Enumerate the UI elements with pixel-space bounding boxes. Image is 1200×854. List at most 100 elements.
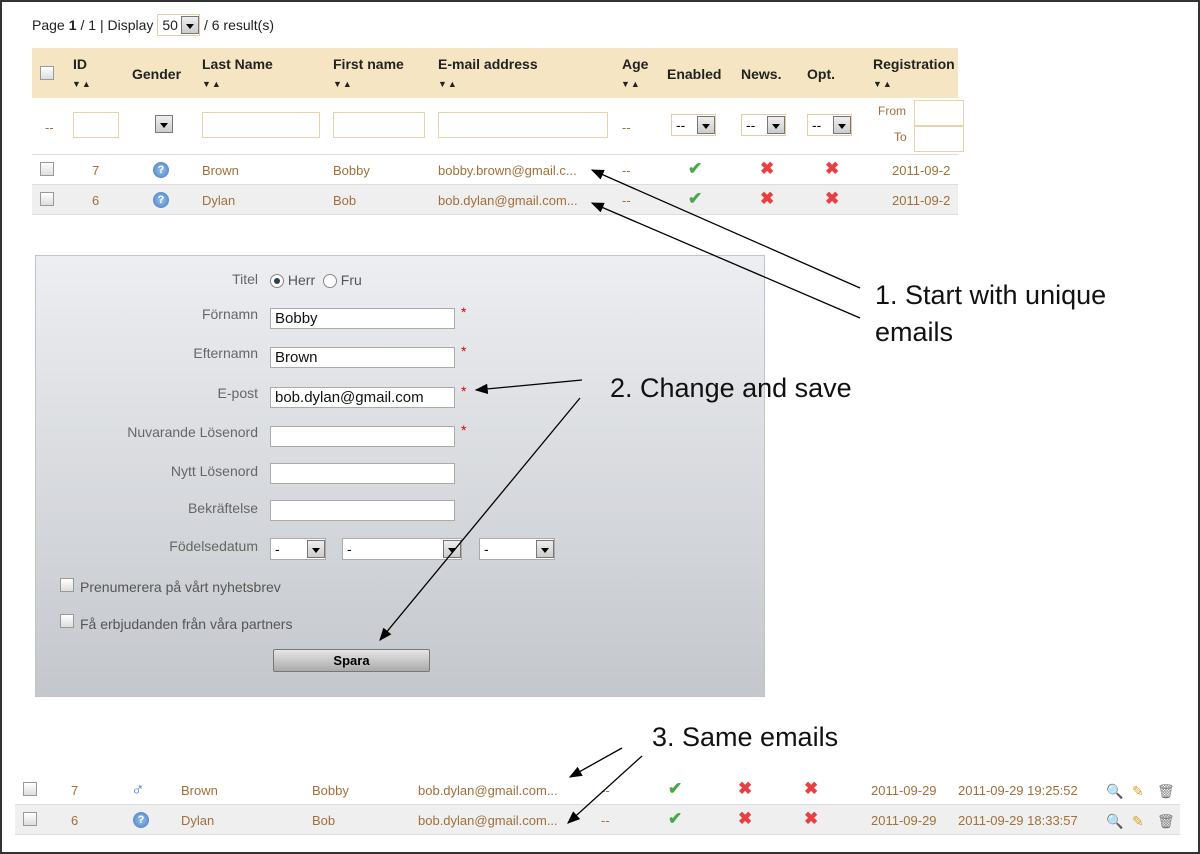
- arrow-2a: [474, 379, 583, 395]
- header-id[interactable]: ID: [73, 56, 87, 72]
- fornamn-input[interactable]: Bobby: [270, 308, 455, 329]
- view-icon[interactable]: 🔍: [1106, 783, 1124, 799]
- row-first-name: Bobby: [312, 783, 349, 798]
- confirm-label: Bekräftelse: [187, 500, 258, 516]
- filter-enabled-select[interactable]: --: [671, 114, 717, 136]
- header-first-name[interactable]: First name: [333, 56, 404, 72]
- table-row: 7 ♂ Brown Bobby bob.dylan@gmail.com... -- ✔ ✖ ✖ 2…: [15, 775, 1180, 805]
- filter-email-input[interactable]: [438, 112, 608, 138]
- header-age[interactable]: Age: [622, 56, 649, 72]
- row-checkbox[interactable]: [23, 782, 37, 796]
- partners-checkbox[interactable]: [60, 614, 74, 628]
- birth-year-select[interactable]: -: [479, 538, 555, 560]
- row-checkbox[interactable]: [23, 812, 37, 826]
- row-registration: 2011-09-2: [892, 163, 951, 178]
- cross-icon[interactable]: ✖: [738, 779, 753, 798]
- row-last-name[interactable]: Brown: [181, 783, 218, 798]
- delete-icon[interactable]: 🗑: [1157, 813, 1175, 829]
- cross-icon[interactable]: ✖: [738, 809, 753, 828]
- gender-unknown-icon: ?: [153, 162, 169, 178]
- chevron-down-icon: [767, 116, 786, 134]
- filter-last-name-input[interactable]: [202, 112, 320, 138]
- filter-from-input[interactable]: [914, 100, 964, 126]
- row-id: 6: [92, 193, 100, 208]
- check-icon[interactable]: ✔: [668, 809, 683, 828]
- arrow-1a: [590, 169, 861, 289]
- row-checkbox[interactable]: [40, 162, 54, 176]
- note-3: 3. Same emails: [652, 722, 839, 752]
- row-last-name[interactable]: Dylan: [181, 813, 215, 828]
- confirm-input[interactable]: [270, 500, 455, 521]
- epost-input[interactable]: bob.dylan@gmail.com: [270, 387, 455, 408]
- filter-first-name-input[interactable]: [333, 112, 425, 138]
- header-email[interactable]: E-mail address: [438, 56, 538, 72]
- row-last-name[interactable]: Dylan: [202, 193, 236, 208]
- birth-year-value: -: [484, 541, 489, 557]
- select-all-checkbox[interactable]: [40, 66, 54, 80]
- arrow-3a: [568, 747, 623, 778]
- edit-icon[interactable]: ✎: [1132, 813, 1144, 829]
- birth-month-select[interactable]: -: [342, 538, 462, 560]
- row-first-name: Bob: [312, 813, 336, 828]
- gender-unknown-icon: ?: [153, 192, 169, 208]
- filter-news-select[interactable]: --: [741, 114, 787, 136]
- radio-herr[interactable]: [270, 274, 284, 289]
- row-first-name: Bobby: [333, 163, 370, 178]
- filter-gender-select[interactable]: [155, 115, 173, 133]
- page-label: Page: [32, 17, 65, 33]
- sort-email[interactable]: ▼▲: [438, 79, 458, 89]
- row-email: bobby.brown@gmail.c...: [438, 163, 577, 178]
- birth-month-value: -: [347, 541, 352, 557]
- current-password-label: Nuvarande Lösenord: [127, 424, 258, 440]
- epost-label: E-post: [217, 385, 258, 401]
- filter-id-input[interactable]: [73, 112, 119, 138]
- efternamn-input[interactable]: Brown: [270, 347, 455, 368]
- row-checkbox[interactable]: [40, 192, 54, 206]
- newsletter-checkbox[interactable]: [60, 578, 74, 592]
- filter-opt-select[interactable]: --: [807, 114, 853, 136]
- filter-to-input[interactable]: [914, 126, 964, 152]
- cross-icon[interactable]: ✖: [804, 809, 819, 828]
- header-last-name[interactable]: Last Name: [202, 56, 273, 72]
- table-row: 7? Brown Bobby bobby.brown@gmail.c... -- ✔ ✖ ✖ 2…: [32, 155, 958, 185]
- required-marker: *: [461, 343, 467, 359]
- new-password-input[interactable]: [270, 463, 455, 484]
- view-icon[interactable]: 🔍: [1106, 813, 1124, 829]
- row-datetime: 2011-09-29 18:33:57: [958, 813, 1078, 828]
- display-value: 50: [162, 17, 178, 33]
- radio-fru[interactable]: [322, 274, 337, 289]
- table-row: 6? Dylan Bob bob.dylan@gmail.com... -- ✔ ✖ ✖ 201…: [32, 185, 958, 215]
- current-password-input[interactable]: [270, 426, 455, 447]
- header-enabled: Enabled: [667, 66, 722, 82]
- partners-label: Få erbjudanden från våra partners: [80, 616, 293, 632]
- required-marker: *: [461, 304, 467, 320]
- cross-icon[interactable]: ✖: [760, 189, 775, 208]
- sort-last-name[interactable]: ▼▲: [202, 79, 222, 89]
- herr-label: Herr: [287, 272, 316, 288]
- cross-icon[interactable]: ✖: [760, 159, 775, 178]
- check-icon[interactable]: ✔: [668, 779, 683, 798]
- header-registration[interactable]: Registration: [873, 56, 955, 72]
- fru-label: Fru: [340, 272, 362, 288]
- table-row: 6? Dylan Bob bob.dylan@gmail.com... -- ✔ ✖ ✖ 201…: [15, 805, 1180, 835]
- cross-icon[interactable]: ✖: [825, 159, 840, 178]
- sort-first-name[interactable]: ▼▲: [333, 79, 353, 89]
- row-datetime: 2011-09-29 19:25:52: [958, 783, 1078, 798]
- header-gender: Gender: [132, 66, 182, 82]
- save-button[interactable]: Spara: [273, 649, 430, 672]
- delete-icon[interactable]: 🗑: [1157, 783, 1175, 799]
- filter-enabled-value: --: [676, 117, 686, 133]
- row-email: bob.dylan@gmail.com...: [418, 813, 558, 828]
- check-icon[interactable]: ✔: [688, 159, 703, 178]
- sort-age[interactable]: ▼▲: [621, 79, 641, 89]
- row-last-name[interactable]: Brown: [202, 163, 239, 178]
- check-icon[interactable]: ✔: [688, 189, 703, 208]
- page-sep: / 1 | Display: [80, 17, 154, 33]
- edit-icon[interactable]: ✎: [1132, 783, 1144, 799]
- sort-id[interactable]: ▼▲: [72, 79, 92, 89]
- birth-day-select[interactable]: -: [270, 538, 326, 560]
- cross-icon[interactable]: ✖: [825, 189, 840, 208]
- cross-icon[interactable]: ✖: [804, 779, 819, 798]
- display-select[interactable]: 50: [157, 14, 200, 36]
- sort-registration[interactable]: ▼▲: [873, 79, 893, 89]
